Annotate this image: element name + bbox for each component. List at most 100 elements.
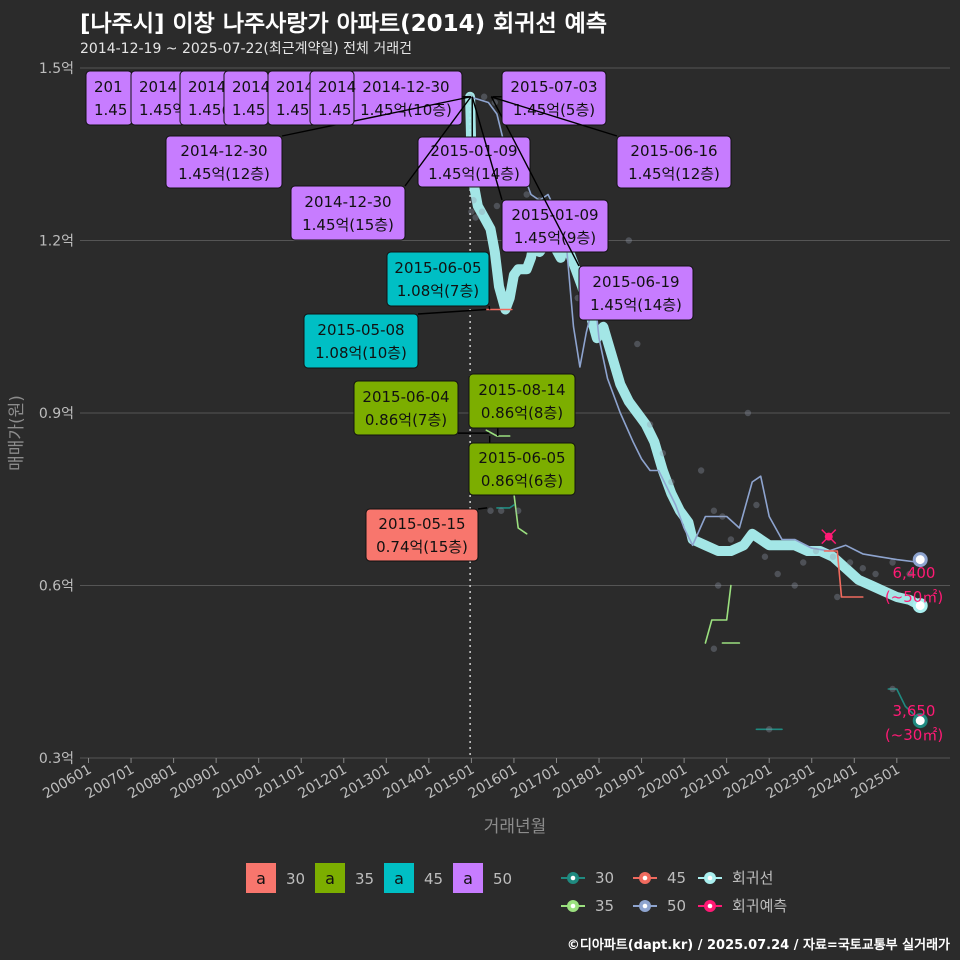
series-line-l35 <box>704 584 732 644</box>
scatter-point <box>697 467 705 474</box>
scatter-point <box>659 450 667 457</box>
label-date: 2014-12-30 <box>362 78 449 96</box>
scatter-point <box>765 726 773 733</box>
chart-subtitle: 2014-12-19 ~ 2025-07-22(최근계약일) 전체 거래건 <box>80 41 412 57</box>
scatter-point <box>834 593 841 601</box>
end-marker-l30 <box>912 713 928 729</box>
label-date-clipped: 2014 <box>139 78 177 96</box>
legend-dot-inner <box>570 903 576 909</box>
scatter-point <box>872 570 879 578</box>
scatter-point <box>523 191 530 198</box>
scatter-point <box>727 536 735 543</box>
label-box <box>578 265 694 321</box>
prediction-value: 6,400 <box>893 564 936 582</box>
scatter-point <box>668 478 675 486</box>
y-tick-label: 1.5억 <box>39 61 74 77</box>
label-price-clipped: 1.45 <box>94 101 127 119</box>
label-box <box>365 508 479 562</box>
scatter-point <box>889 685 896 693</box>
scatter-point <box>812 547 820 555</box>
label-price-clipped: 1.45( <box>276 101 315 119</box>
label-price: 1.45억(12층) <box>628 165 720 183</box>
scatter-point <box>753 501 760 509</box>
scatter-point <box>470 197 477 204</box>
label-box-clipped <box>309 70 355 126</box>
label-price-clipped: 1.45 <box>318 101 351 119</box>
legend-dot-inner <box>642 875 648 881</box>
label-date-clipped: 2014 <box>188 78 226 96</box>
label-date-clipped: 2014 <box>318 78 356 96</box>
legend-label: 35 <box>355 870 374 888</box>
series-line-reg <box>465 91 926 611</box>
label-connector <box>488 305 491 310</box>
scatter-point <box>719 513 726 520</box>
scatter-point <box>859 565 866 572</box>
label-date: 2015-07-03 <box>510 78 597 96</box>
label-date-clipped: 201 <box>94 78 123 96</box>
legend-swatch-letter: a <box>325 869 335 888</box>
scatter-point <box>774 570 781 578</box>
legend-label: 50 <box>667 897 686 915</box>
chart-title: [나주시] 이창 나주사랑가 아파트(2014) 회귀선 예측 <box>80 11 607 37</box>
y-tick-label: 1.2억 <box>39 234 74 250</box>
scatter-point <box>744 409 752 417</box>
series-line-l35 <box>485 429 511 437</box>
data-labels: 6,400 (~50㎡) 3,650 (~30㎡) 2015-01-09 1.45억(14… <box>85 70 943 744</box>
series-line-l45 <box>823 550 864 598</box>
label-price: 1.45억(5층) <box>513 101 595 119</box>
label-date: 2014-12-30 <box>304 193 391 211</box>
legend-label: 45 <box>424 870 443 888</box>
label-connector <box>477 507 488 510</box>
label-box <box>468 373 576 429</box>
legend-swatch-a45 <box>384 863 414 893</box>
scatter-point <box>889 559 896 566</box>
label-box <box>303 313 419 369</box>
label-box <box>501 70 607 126</box>
series-line-l35 <box>513 492 528 535</box>
legend-swatch-letter: a <box>463 869 473 888</box>
legend: a 30 a 35 a 45 a 50 30 45 회귀선 35 50 회귀예측 <box>246 863 787 915</box>
label-connector <box>490 96 618 137</box>
label-date: 2015-01-09 <box>511 206 598 224</box>
series-lines <box>465 91 926 731</box>
y-tick-label: 0.3억 <box>39 751 74 767</box>
scatter-point <box>906 570 913 578</box>
label-price: 0.86억(6층) <box>481 472 563 490</box>
label-connector <box>281 96 472 137</box>
scatter-point <box>791 582 798 589</box>
label-date: 2014-12-30 <box>180 142 267 160</box>
label-box <box>616 135 732 189</box>
legend-label: 회귀예측 <box>732 897 787 915</box>
legend-swatch-a30 <box>246 863 276 893</box>
prediction-value: 3,650 <box>893 702 936 720</box>
label-connector <box>404 96 472 187</box>
label-box <box>417 136 531 188</box>
series-line-l50 <box>469 96 921 564</box>
label-box <box>501 199 609 253</box>
scatter-point <box>514 507 522 514</box>
legend-swatch-a35 <box>315 863 345 893</box>
scatter-point <box>761 553 769 560</box>
scatter-point <box>625 237 633 244</box>
label-price: 0.86억(8층) <box>481 404 563 422</box>
series-line-l30 <box>887 688 921 722</box>
scatter-point <box>480 93 488 100</box>
end-marker-reg <box>912 598 928 614</box>
scatter-point <box>710 645 718 652</box>
label-date: 2015-06-19 <box>592 273 679 291</box>
scatter-point <box>493 202 501 210</box>
y-tick-label: 0.9억 <box>39 406 74 422</box>
scatter-point <box>846 559 854 566</box>
scatter-point <box>634 340 641 348</box>
label-date: 2015-06-04 <box>362 388 449 406</box>
legend-dot-inner <box>570 875 576 881</box>
label-price-clipped: 1.45 <box>232 101 265 119</box>
label-date: 2015-05-08 <box>317 321 404 339</box>
legend-swatch-letter: a <box>256 869 266 888</box>
scatter-point <box>472 214 479 221</box>
label-connector <box>417 308 487 315</box>
label-price: 1.08억(10층) <box>315 344 407 362</box>
label-date: 2015-06-05 <box>394 259 481 277</box>
legend-swatch-a50 <box>453 863 483 893</box>
label-date: 2015-08-14 <box>478 381 565 399</box>
